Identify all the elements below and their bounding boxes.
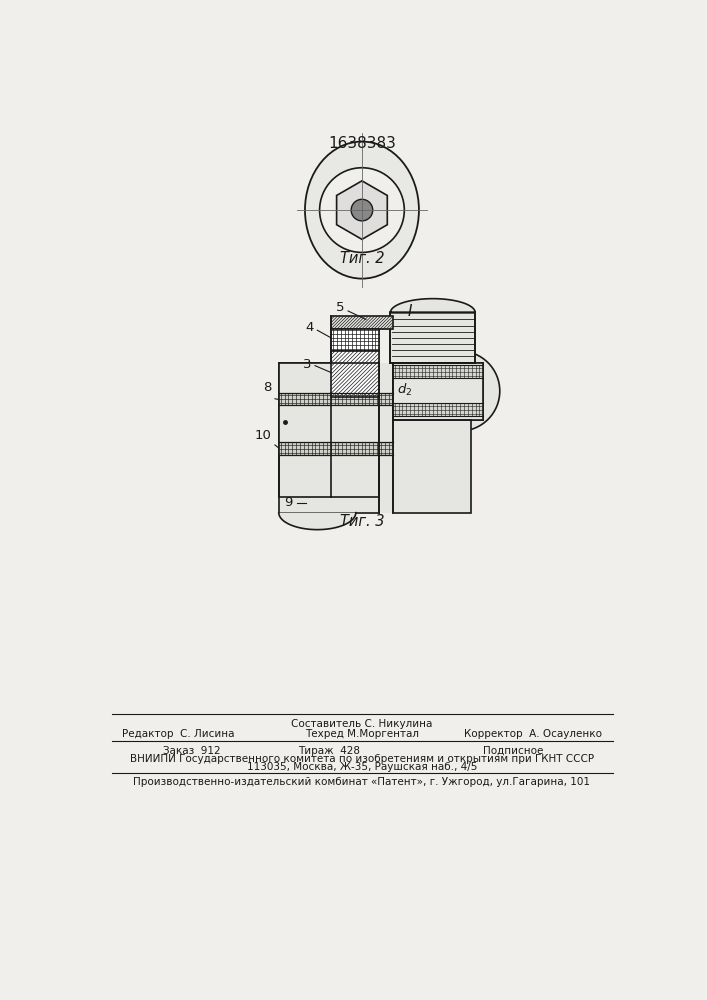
- Bar: [393, 403, 483, 416]
- Bar: [331, 351, 379, 397]
- Text: ВНИИПИ Государственного комитета по изобретениям и открытиям при ГКНТ СССР: ВНИИПИ Государственного комитета по изоб…: [130, 754, 594, 764]
- Ellipse shape: [305, 142, 419, 279]
- Bar: [393, 363, 483, 420]
- Text: 3: 3: [303, 358, 312, 371]
- Text: Τиг. 3: Τиг. 3: [339, 514, 384, 529]
- Circle shape: [351, 199, 373, 221]
- Bar: [279, 363, 331, 497]
- Text: Подписное: Подписное: [484, 746, 544, 756]
- Text: 9: 9: [285, 496, 293, 509]
- Bar: [393, 363, 483, 420]
- Text: Составитель С. Никулина: Составитель С. Никулина: [291, 719, 433, 729]
- Bar: [393, 420, 472, 513]
- Polygon shape: [390, 299, 475, 312]
- Text: I: I: [407, 304, 412, 319]
- Text: Редактор  С. Лисина: Редактор С. Лисина: [122, 729, 235, 739]
- Text: 8: 8: [263, 381, 271, 394]
- Ellipse shape: [320, 168, 404, 252]
- Bar: [279, 393, 393, 405]
- Text: 1638383: 1638383: [328, 136, 396, 151]
- Bar: [331, 316, 393, 329]
- Text: Тираж  428: Тираж 428: [298, 746, 360, 756]
- Polygon shape: [337, 181, 387, 239]
- Text: Техред М.Моргентал: Техред М.Моргентал: [305, 729, 419, 739]
- Text: 113035, Москва, Ж-35, Раушская наб., 4/5: 113035, Москва, Ж-35, Раушская наб., 4/5: [247, 762, 477, 772]
- Text: 4: 4: [305, 321, 314, 334]
- Bar: [279, 363, 379, 497]
- Bar: [279, 455, 379, 513]
- Text: Производственно-издательский комбинат «Патент», г. Ужгород, ул.Гагарина, 101: Производственно-издательский комбинат «П…: [134, 777, 590, 787]
- Bar: [331, 329, 379, 351]
- Text: Корректор  А. Осауленко: Корректор А. Осауленко: [464, 729, 602, 739]
- Bar: [279, 442, 393, 455]
- Text: Заказ  912: Заказ 912: [163, 746, 221, 756]
- Text: $d_2$: $d_2$: [397, 381, 412, 398]
- Bar: [393, 365, 483, 378]
- Text: 10: 10: [255, 429, 271, 442]
- Bar: [379, 363, 393, 513]
- Bar: [390, 312, 475, 363]
- Text: Τиг. 2: Τиг. 2: [339, 251, 384, 266]
- Text: 5: 5: [336, 301, 344, 314]
- Ellipse shape: [420, 351, 500, 431]
